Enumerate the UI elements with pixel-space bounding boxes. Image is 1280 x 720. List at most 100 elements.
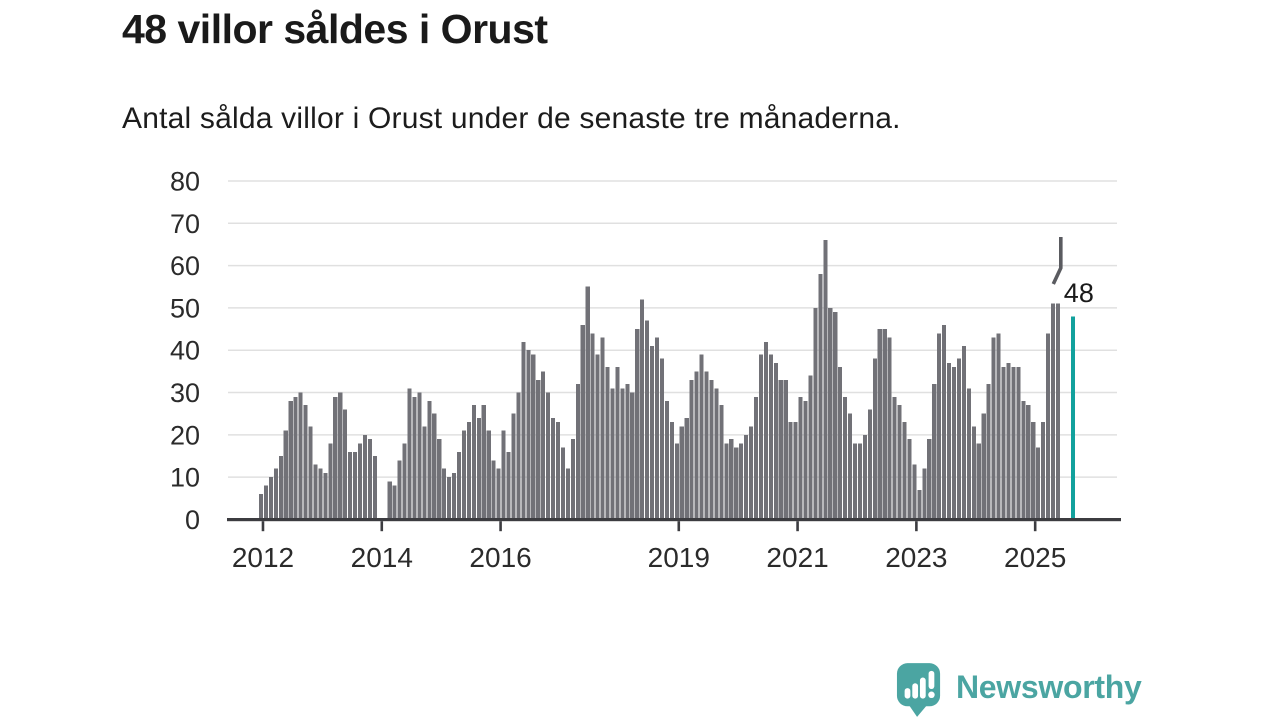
month-bar [902, 422, 907, 520]
month-bar [348, 451, 353, 520]
month-bar [758, 354, 763, 520]
logo-exclamation-stem [928, 670, 935, 690]
month-bar [422, 426, 427, 520]
x-axis-year-label: 2012 [232, 542, 294, 573]
month-bar [516, 392, 521, 520]
x-axis-year-label: 2023 [885, 542, 947, 573]
month-bar [734, 447, 739, 520]
x-axis-year-label: 2016 [469, 542, 531, 573]
month-bar [585, 286, 590, 520]
month-bar [739, 443, 744, 520]
month-bar [630, 392, 635, 520]
month-bar [318, 468, 323, 520]
y-axis-tick-label: 10 [170, 463, 200, 493]
month-bar [897, 405, 902, 520]
month-bar [491, 460, 496, 520]
month-bar [1041, 422, 1046, 520]
month-bar [808, 375, 813, 520]
month-bar [1021, 401, 1026, 520]
month-bar [1050, 303, 1056, 520]
month-bar [501, 430, 506, 520]
month-bar [704, 371, 709, 520]
month-bar [635, 329, 640, 520]
month-bar [442, 468, 447, 520]
month-bar [709, 379, 714, 520]
month-bar [1011, 367, 1016, 520]
month-bar [402, 443, 407, 520]
month-bar [362, 434, 367, 520]
month-bar [531, 354, 536, 520]
month-bar [783, 379, 788, 520]
month-bar [882, 329, 887, 520]
month-bar [570, 439, 575, 520]
month-bar [506, 451, 511, 520]
month-bar [526, 350, 531, 520]
month-bar [328, 443, 333, 520]
annotation-value-label: 48 [1064, 278, 1094, 308]
month-bar [749, 426, 754, 520]
month-bar [877, 329, 882, 520]
month-bar [674, 443, 679, 520]
x-axis-line [227, 518, 1121, 522]
month-bar [714, 388, 719, 520]
month-bar [605, 367, 610, 520]
month-bar [1046, 333, 1051, 520]
month-bar [323, 472, 328, 520]
month-bar [951, 367, 957, 520]
month-bar [620, 388, 625, 520]
month-bar [753, 396, 759, 520]
month-bar [268, 477, 273, 520]
month-bar [813, 307, 818, 520]
month-bar [511, 413, 516, 520]
month-bar [357, 443, 363, 520]
month-bar [857, 443, 862, 520]
y-axis-tick-label: 70 [170, 209, 200, 239]
y-axis-tick-label: 20 [170, 420, 200, 450]
month-bar [343, 409, 348, 520]
month-bar [912, 464, 917, 520]
month-bar [823, 240, 828, 520]
month-bar [699, 354, 704, 520]
month-bar [669, 422, 674, 520]
month-bar [615, 367, 620, 520]
month-bar [942, 324, 947, 520]
month-bar [862, 434, 867, 520]
month-bar [843, 396, 848, 520]
x-axis-year-label: 2014 [351, 542, 413, 573]
y-axis-tick-label: 30 [170, 378, 200, 408]
month-bar [986, 384, 991, 520]
newsworthy-branding: Newsworthy [896, 662, 1142, 718]
month-bar [932, 384, 937, 520]
month-bar [793, 422, 798, 520]
month-bar [922, 468, 927, 520]
month-bar [258, 494, 264, 520]
month-bar [917, 489, 922, 520]
month-bar [278, 456, 283, 520]
month-bar [654, 337, 660, 520]
month-bar [496, 468, 501, 520]
month-bar [803, 401, 808, 520]
month-bar [541, 371, 546, 520]
month-bar [1026, 405, 1031, 520]
month-bar [308, 426, 313, 520]
month-bar [595, 354, 600, 520]
y-axis-tick-label: 60 [170, 251, 200, 281]
month-bar [872, 358, 877, 520]
month-bar [283, 430, 288, 520]
month-bar [273, 468, 278, 520]
month-bar [471, 405, 476, 520]
month-bar [427, 401, 432, 520]
month-bar [392, 485, 397, 520]
month-bar [313, 464, 318, 520]
month-bar [536, 379, 541, 520]
month-bar [432, 413, 437, 520]
month-bar [298, 392, 303, 520]
x-axis-year-label: 2021 [766, 542, 828, 573]
month-bar [976, 443, 981, 520]
month-bar [778, 379, 783, 520]
month-bar [333, 396, 338, 520]
y-axis-tick-label: 80 [170, 166, 200, 196]
month-bar [447, 477, 452, 520]
